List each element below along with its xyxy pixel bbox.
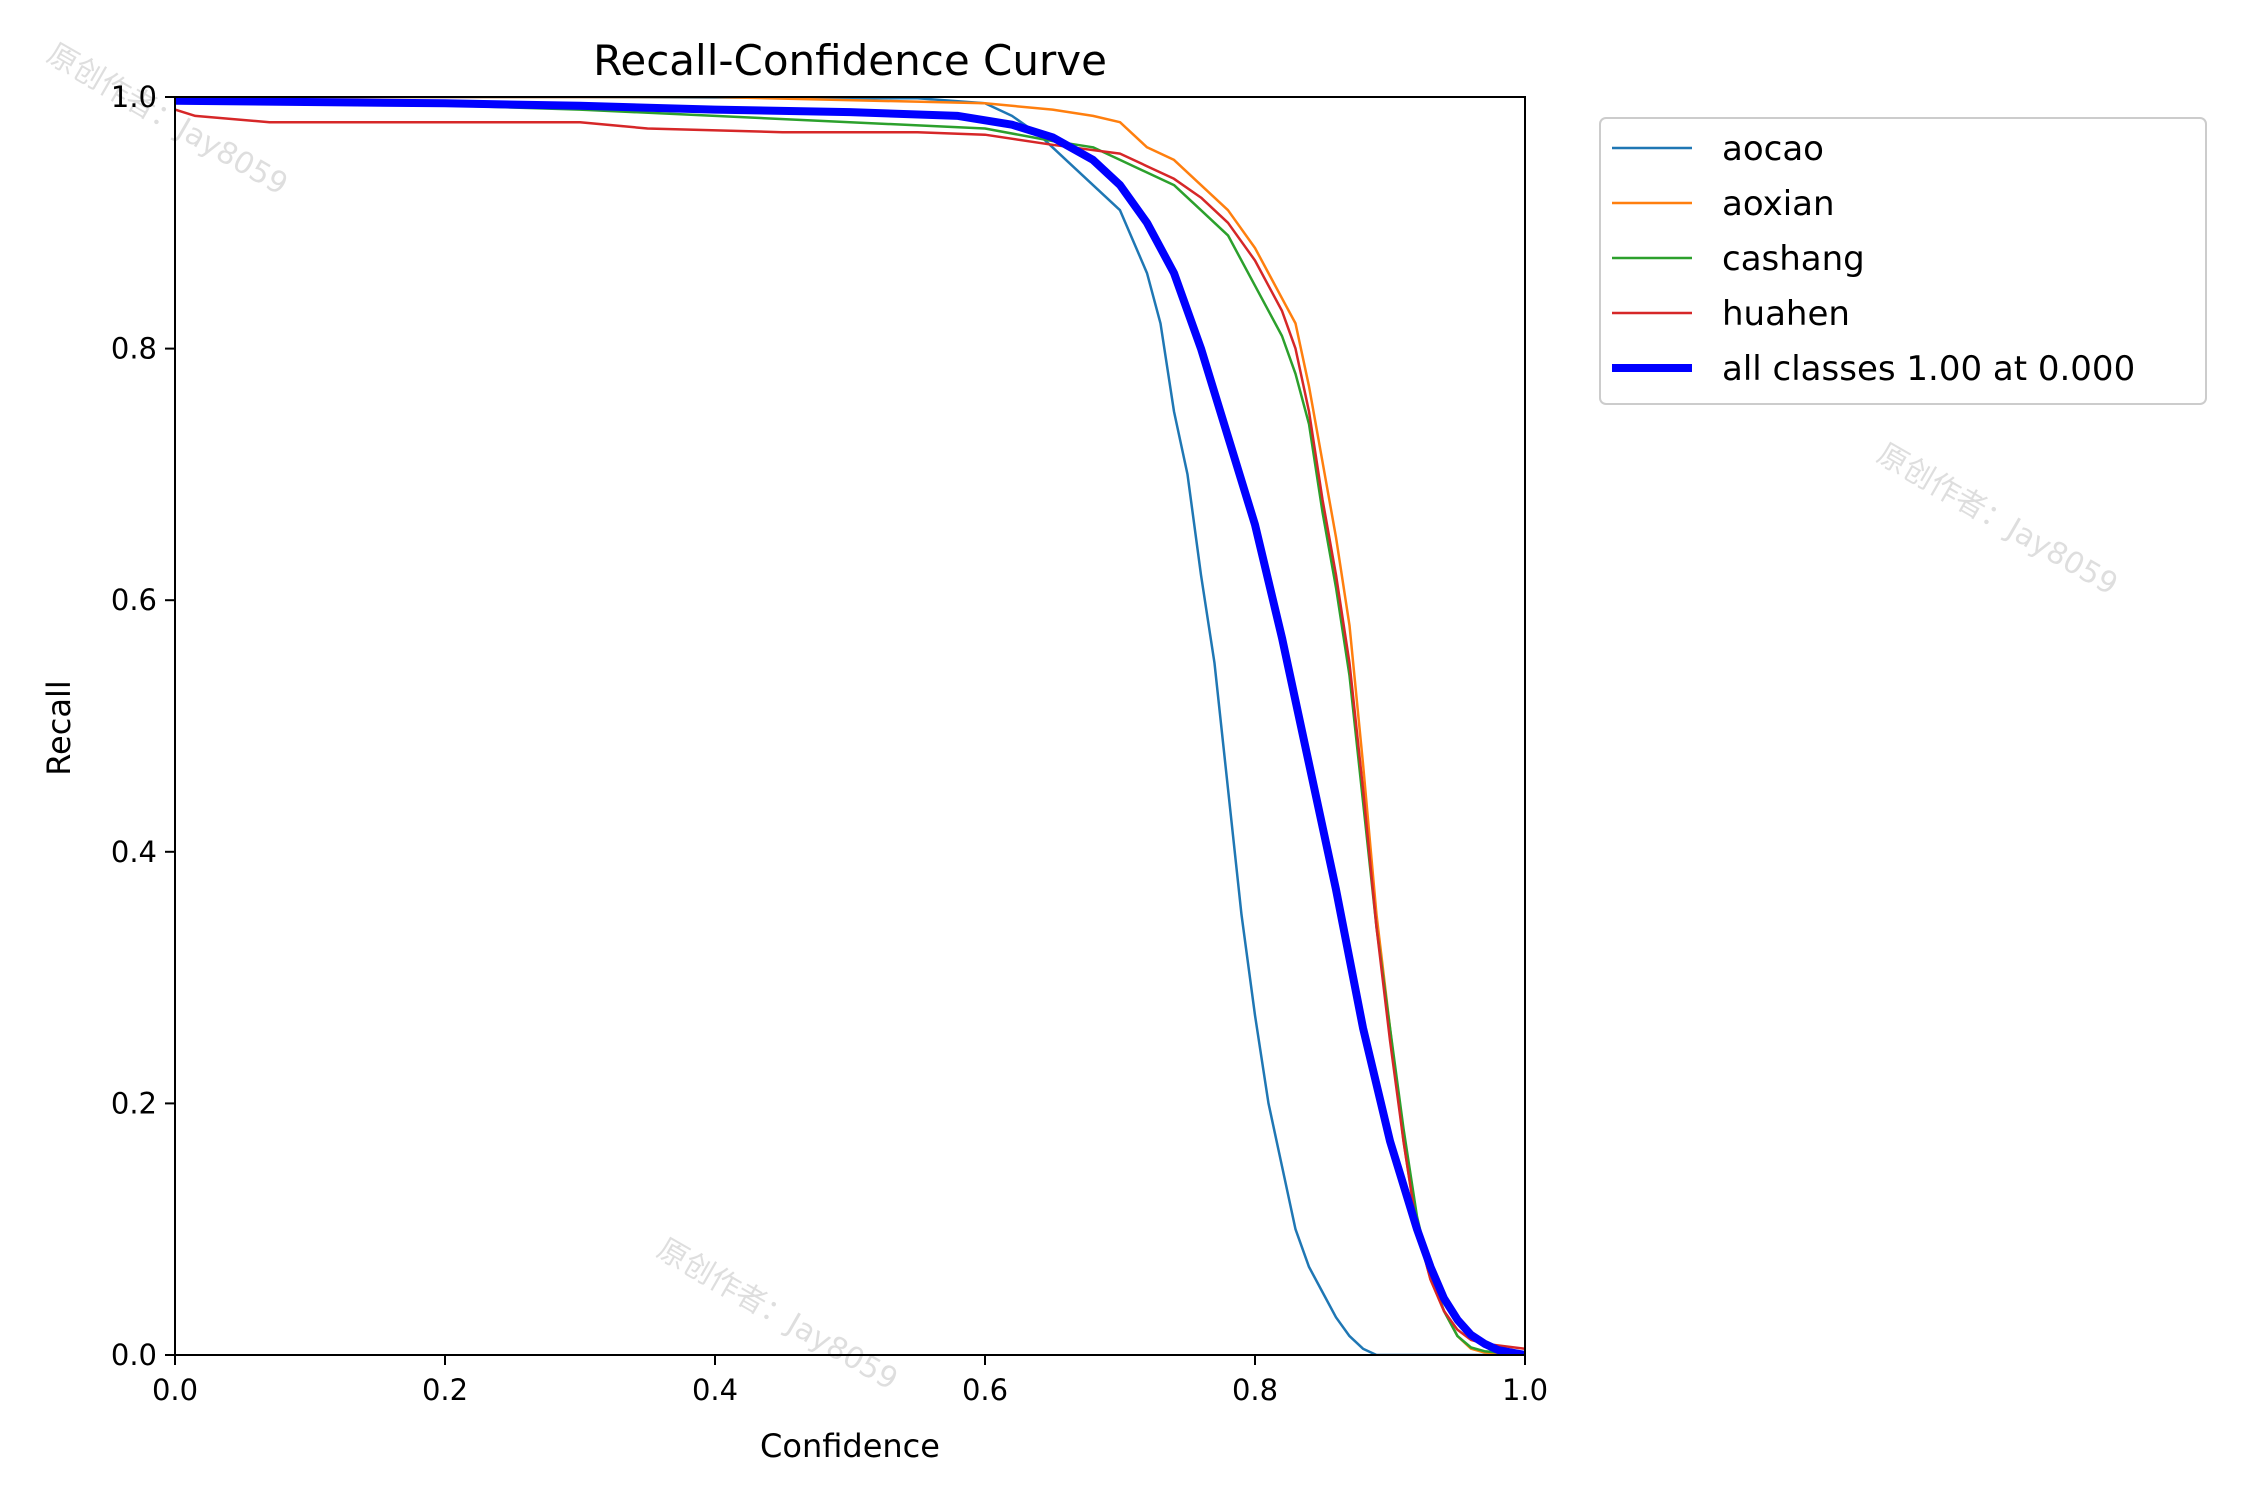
x-tick-label: 0.4 (692, 1373, 738, 1407)
y-tick-label: 0.0 (111, 1338, 157, 1372)
legend-label-1: aoxian (1722, 184, 1835, 224)
legend-label-4: all classes 1.00 at 0.000 (1722, 349, 2135, 389)
y-tick-label: 0.8 (111, 332, 157, 366)
y-axis-label: Recall (40, 680, 78, 775)
series-line-4 (175, 97, 1525, 1355)
y-tick-label: 0.2 (111, 1086, 157, 1120)
y-axis: 0.0 0.2 0.4 0.6 0.8 1.0 (111, 80, 175, 1372)
legend-label-3: huahen (1722, 294, 1850, 334)
legend: aocao aoxian cashang huahen all classes 1.00… (1599, 117, 2207, 405)
x-tick-label: 0.8 (1232, 1373, 1278, 1407)
plot-frame (174, 96, 1526, 1356)
legend-label-2: cashang (1722, 239, 1865, 279)
legend-label-0: aocao (1722, 129, 1824, 169)
series-group (175, 97, 1525, 1355)
x-axis-label: Confidence (760, 1427, 940, 1465)
x-axis: 0.0 0.2 0.4 0.6 0.8 1.0 (152, 1355, 1548, 1407)
x-tick-label: 0.2 (422, 1373, 468, 1407)
legend-box (1599, 117, 2207, 405)
x-tick-label: 0.0 (152, 1373, 198, 1407)
x-tick-label: 1.0 (1502, 1373, 1548, 1407)
y-tick-label: 1.0 (111, 80, 157, 114)
chart-title: Recall-Confidence Curve (593, 36, 1107, 85)
y-tick-label: 0.6 (111, 583, 157, 617)
y-tick-label: 0.4 (111, 835, 157, 869)
x-tick-label: 0.6 (962, 1373, 1008, 1407)
